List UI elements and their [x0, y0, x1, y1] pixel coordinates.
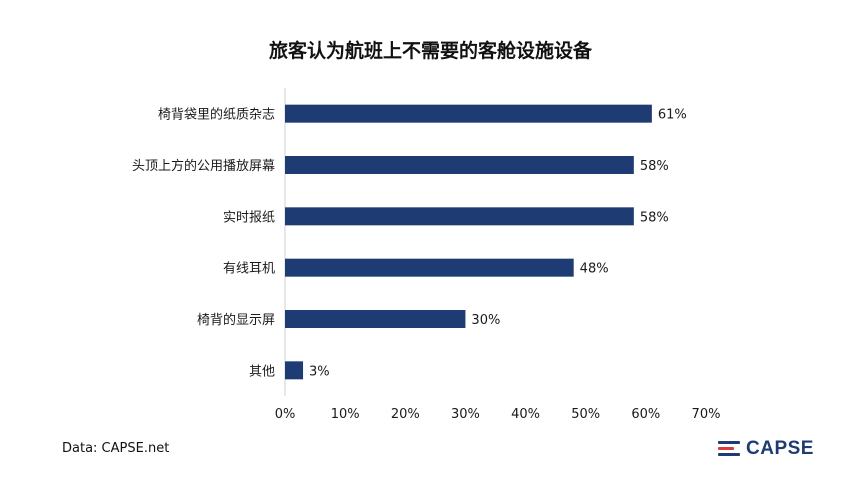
data-source: Data: CAPSE.net	[62, 441, 170, 456]
x-tick-label: 60%	[631, 407, 660, 422]
bar-value-label: 3%	[309, 364, 330, 379]
bar-value-label: 58%	[640, 210, 669, 225]
bar-value-label: 61%	[658, 108, 687, 123]
category-label: 其他	[249, 364, 275, 379]
bar	[285, 156, 634, 174]
x-tick-label: 40%	[511, 407, 540, 422]
bar	[285, 207, 634, 226]
bar-value-label: 48%	[580, 262, 609, 277]
x-tick-label: 30%	[451, 407, 480, 422]
category-label: 椅背袋里的纸质杂志	[158, 107, 275, 123]
bar	[285, 258, 574, 277]
capse-logo-icon	[718, 439, 742, 459]
bar-value-label: 30%	[471, 313, 500, 328]
category-label: 有线耳机	[223, 262, 275, 277]
x-tick-label: 10%	[331, 407, 360, 422]
x-tick-label: 50%	[571, 407, 600, 422]
x-tick-label: 0%	[275, 407, 296, 422]
x-tick-label: 70%	[692, 407, 721, 422]
capse-logo: CAPSE	[718, 438, 814, 460]
chart-title: 旅客认为航班上不需要的客舱设施设备	[268, 40, 592, 62]
bar-value-label: 58%	[640, 159, 669, 174]
category-label: 头顶上方的公用播放屏幕	[132, 158, 275, 174]
capse-logo-text: CAPSE	[746, 438, 814, 459]
x-tick-label: 20%	[391, 407, 420, 422]
category-label: 椅背的显示屏	[197, 312, 275, 328]
category-label: 实时报纸	[223, 210, 275, 225]
bar	[285, 310, 466, 328]
bar	[285, 361, 304, 380]
bar	[285, 104, 652, 123]
